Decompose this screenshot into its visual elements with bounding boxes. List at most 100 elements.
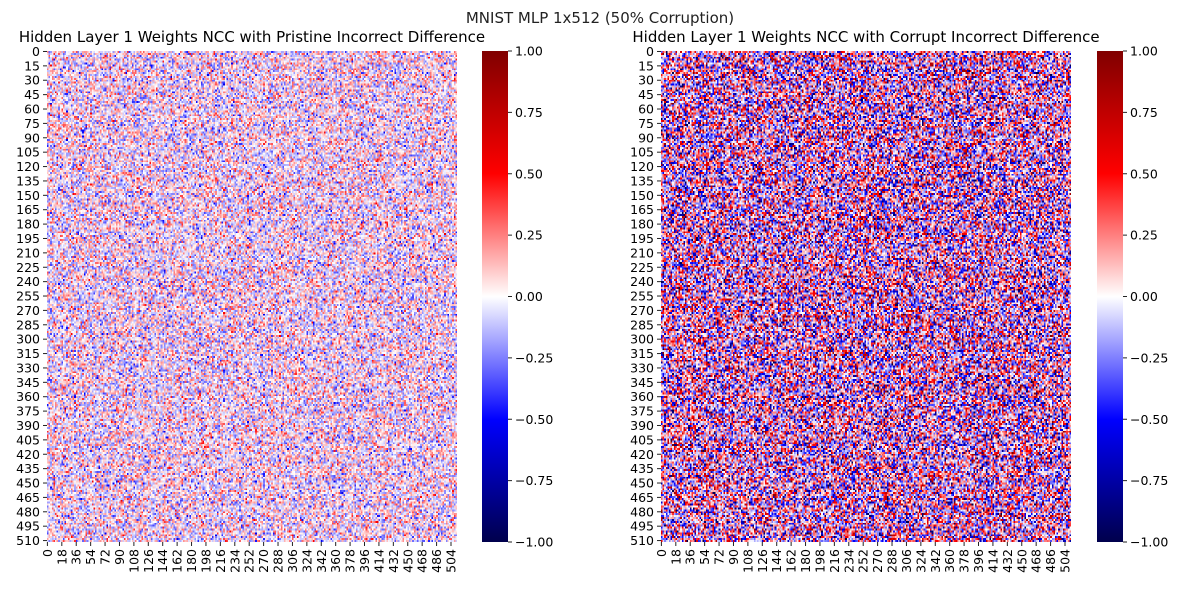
x-tick-label: 432 <box>1000 549 1015 573</box>
y-tick-label: 165 <box>16 202 40 217</box>
y-tick-label: 210 <box>16 245 40 260</box>
heatmap-cells <box>661 51 1071 542</box>
y-tick-label: 195 <box>16 231 40 246</box>
y-tick-label: 75 <box>638 116 654 131</box>
x-tick-label: 90 <box>112 549 127 565</box>
colorbar-tick-label: 0.50 <box>1130 166 1158 181</box>
y-tick-label: 15 <box>24 58 40 73</box>
x-tick-label: 72 <box>712 549 727 565</box>
y-tick-label: 45 <box>24 87 40 102</box>
x-tick-label: 270 <box>256 549 271 573</box>
y-tick-label: 255 <box>16 289 40 304</box>
heatmap-title: Hidden Layer 1 Weights NCC with Pristine… <box>19 28 485 46</box>
x-tick-label: 324 <box>299 549 314 573</box>
y-tick-label: 150 <box>630 188 654 203</box>
y-tick-label: 285 <box>630 317 654 332</box>
heatmap-cells <box>47 51 457 542</box>
x-tick-label: 198 <box>812 549 827 573</box>
colorbar-tick-label: −0.75 <box>1130 473 1168 488</box>
x-tick-label: 468 <box>415 549 430 573</box>
x-tick-label: 36 <box>683 549 698 565</box>
y-tick-label: 75 <box>24 116 40 131</box>
x-tick-label: 126 <box>755 549 770 573</box>
y-tick-label: 495 <box>16 519 40 534</box>
x-tick-label: 108 <box>126 549 141 573</box>
x-tick-label: 252 <box>856 549 871 573</box>
colorbar <box>482 51 508 542</box>
y-tick-label: 150 <box>16 188 40 203</box>
x-tick-label: 342 <box>928 549 943 573</box>
x-tick-label: 432 <box>386 549 401 573</box>
x-tick-label: 216 <box>827 549 842 573</box>
y-tick-label: 225 <box>630 260 654 275</box>
colorbar <box>1097 51 1123 542</box>
x-tick-label: 450 <box>400 549 415 573</box>
x-tick-label: 18 <box>54 549 69 565</box>
colorbar-tick-label: 0.75 <box>1130 105 1158 120</box>
y-tick-label: 435 <box>630 461 654 476</box>
y-tick-label: 465 <box>16 490 40 505</box>
x-tick-label: 144 <box>769 549 784 573</box>
y-tick-label: 120 <box>16 159 40 174</box>
y-tick-label: 495 <box>630 519 654 534</box>
y-tick-label: 225 <box>16 260 40 275</box>
x-tick-label: 234 <box>227 549 242 573</box>
y-tick-label: 345 <box>16 375 40 390</box>
y-tick-label: 375 <box>630 404 654 419</box>
figure-suptitle: MNIST MLP 1x512 (50% Corruption) <box>465 9 735 27</box>
y-tick-label: 135 <box>630 173 654 188</box>
heatmap-panel-1: Hidden Layer 1 Weights NCC with Pristine… <box>16 28 553 573</box>
x-tick-label: 396 <box>971 549 986 573</box>
x-tick-label: 468 <box>1029 549 1044 573</box>
colorbar-tick-label: −0.25 <box>515 350 553 365</box>
colorbar-tick-label: −0.50 <box>515 412 553 427</box>
colorbar-tick-label: 0.00 <box>515 289 543 304</box>
y-tick-label: 285 <box>16 317 40 332</box>
x-tick-label: 18 <box>668 549 683 565</box>
x-tick-label: 378 <box>957 549 972 573</box>
y-tick-label: 375 <box>16 404 40 419</box>
y-tick-label: 30 <box>24 73 40 88</box>
y-tick-label: 360 <box>16 389 40 404</box>
y-tick-label: 480 <box>630 504 654 519</box>
colorbar-tick-label: 0.25 <box>1130 228 1158 243</box>
x-tick-label: 36 <box>69 549 84 565</box>
x-tick-label: 126 <box>141 549 156 573</box>
y-tick-label: 60 <box>24 102 40 117</box>
y-tick-label: 405 <box>16 432 40 447</box>
y-tick-label: 315 <box>16 346 40 361</box>
y-tick-label: 90 <box>24 130 40 145</box>
y-tick-label: 120 <box>630 159 654 174</box>
y-tick-label: 510 <box>16 533 40 548</box>
x-tick-label: 486 <box>429 549 444 573</box>
x-tick-label: 306 <box>285 549 300 573</box>
x-tick-label: 504 <box>443 549 458 573</box>
y-tick-label: 300 <box>16 332 40 347</box>
x-tick-label: 144 <box>155 549 170 573</box>
y-tick-label: 240 <box>16 274 40 289</box>
colorbar-tick-label: 0.00 <box>1130 289 1158 304</box>
x-tick-label: 360 <box>942 549 957 573</box>
y-tick-label: 390 <box>630 418 654 433</box>
y-tick-label: 390 <box>16 418 40 433</box>
y-tick-label: 480 <box>16 504 40 519</box>
y-tick-label: 45 <box>638 87 654 102</box>
colorbar-tick-label: −0.75 <box>515 473 553 488</box>
y-tick-label: 435 <box>16 461 40 476</box>
x-tick-label: 0 <box>654 549 669 557</box>
y-tick-label: 210 <box>630 245 654 260</box>
x-tick-label: 414 <box>371 549 386 573</box>
colorbar-tick-label: 0.75 <box>515 105 543 120</box>
x-tick-label: 180 <box>798 549 813 573</box>
y-tick-label: 105 <box>16 145 40 160</box>
y-tick-label: 420 <box>16 447 40 462</box>
y-tick-label: 450 <box>16 476 40 491</box>
y-tick-label: 180 <box>630 217 654 232</box>
x-tick-label: 450 <box>1014 549 1029 573</box>
x-tick-label: 414 <box>985 549 1000 573</box>
x-tick-label: 54 <box>83 549 98 565</box>
y-tick-label: 330 <box>16 360 40 375</box>
x-tick-label: 504 <box>1057 549 1072 573</box>
x-tick-label: 198 <box>198 549 213 573</box>
